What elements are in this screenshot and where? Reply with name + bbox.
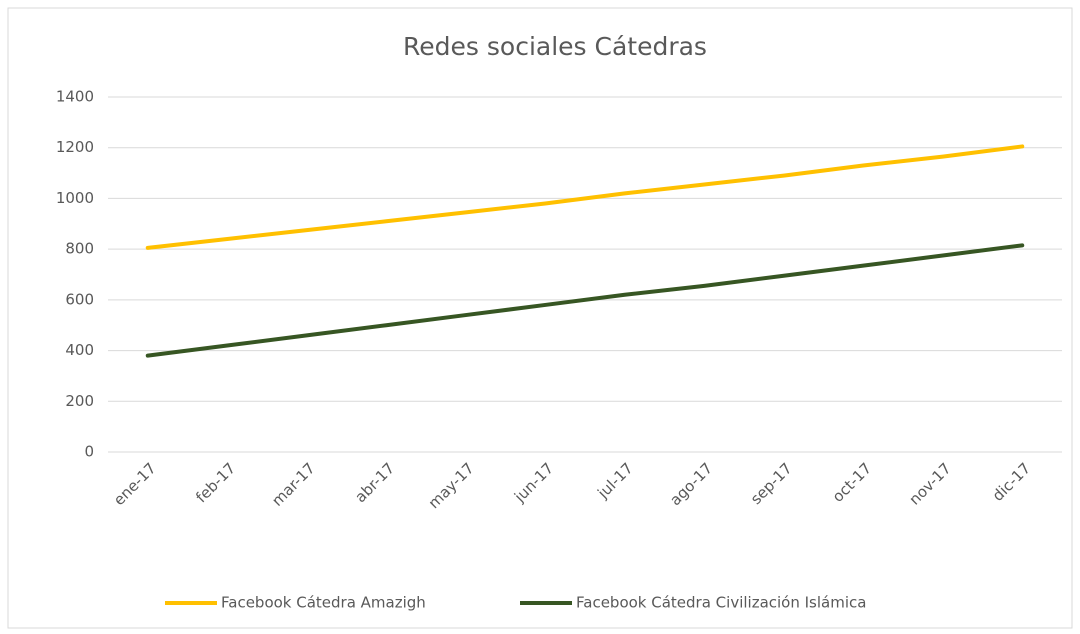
chart-title: Redes sociales Cátedras <box>403 32 707 61</box>
y-tick-label: 200 <box>65 392 94 410</box>
series-line <box>145 243 1025 358</box>
series-line <box>145 144 1025 250</box>
y-tick-label: 400 <box>65 341 94 359</box>
legend-label: Facebook Cátedra Amazigh <box>221 594 426 612</box>
y-tick-label: 600 <box>65 290 94 308</box>
y-tick-label: 0 <box>84 443 94 461</box>
y-tick-label: 1400 <box>56 88 94 106</box>
y-tick-label: 800 <box>65 240 94 258</box>
chart-border <box>7 7 1073 629</box>
y-tick-label: 1200 <box>56 138 94 156</box>
legend-label: Facebook Cátedra Civilización Islámica <box>576 594 866 612</box>
y-tick-label: 1000 <box>56 189 94 207</box>
